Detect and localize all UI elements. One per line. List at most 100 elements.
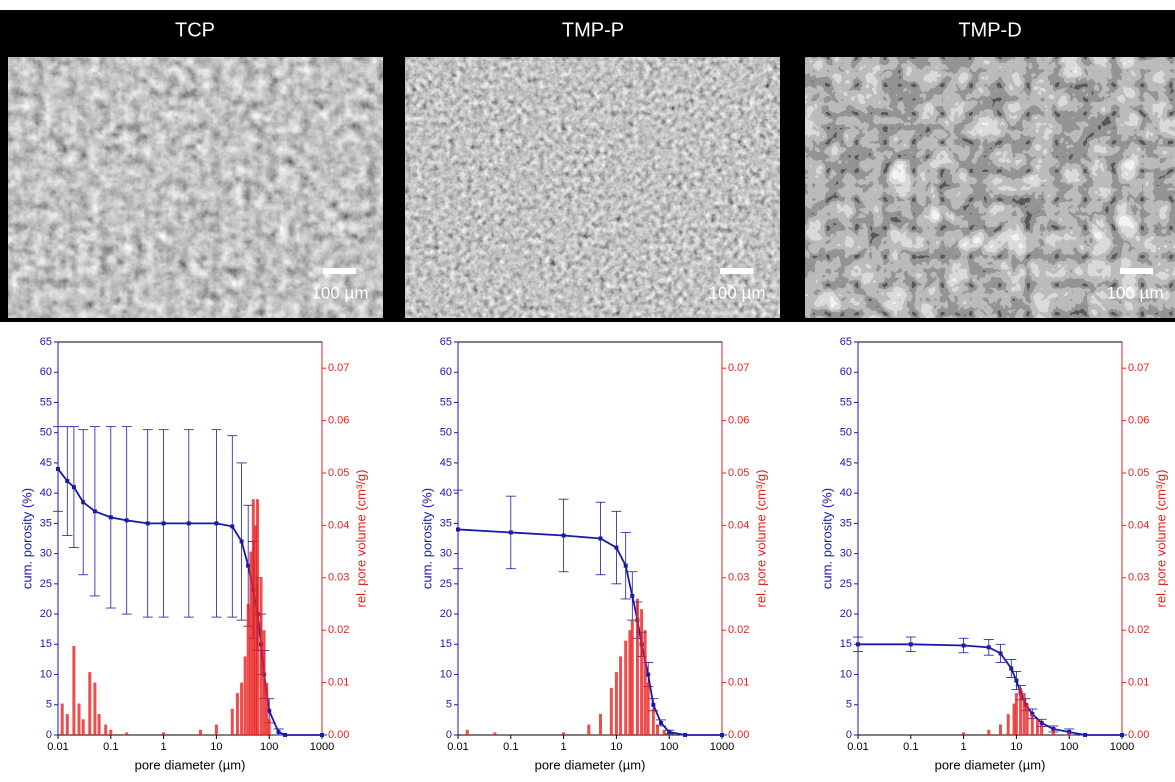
- bar: [214, 724, 218, 735]
- y2-tick-label: 0.02: [728, 624, 749, 636]
- y-tick-label: 35: [840, 517, 852, 529]
- y2-tick-label: 0.00: [328, 729, 349, 741]
- y-tick-label: 50: [440, 427, 452, 439]
- bar: [240, 682, 244, 735]
- y2-tick-label: 0.05: [328, 467, 349, 479]
- line: [57, 468, 322, 736]
- y2-tick-label: 0.05: [728, 467, 749, 479]
- panel-title: TMP-P: [562, 19, 624, 41]
- x-tick-label: 1: [961, 741, 967, 753]
- bar: [262, 630, 266, 735]
- y-tick-label: 15: [440, 638, 452, 650]
- bar: [493, 732, 497, 735]
- y-tick-label: 20: [40, 608, 52, 620]
- y2-tick-label: 0.05: [1128, 467, 1149, 479]
- y-tick-label: 55: [840, 396, 852, 408]
- y-axis-label: cum. porosity (%): [419, 488, 434, 589]
- y-axis-label: cum. porosity (%): [19, 488, 34, 589]
- bar: [125, 732, 129, 735]
- y2-tick-label: 0.03: [328, 572, 349, 584]
- bar: [251, 499, 255, 735]
- y-tick-label: 60: [40, 366, 52, 378]
- bar: [97, 714, 101, 735]
- y-tick-label: 55: [440, 396, 452, 408]
- panel-title: TCP: [175, 19, 215, 41]
- y2-tick-label: 0.06: [728, 415, 749, 427]
- bar: [1051, 729, 1055, 735]
- y-tick-label: 15: [40, 638, 52, 650]
- y-tick-label: 5: [46, 699, 52, 711]
- y2-axis-label: rel. pore volume (cm³/g): [353, 470, 368, 608]
- x-tick-label: 1000: [310, 741, 334, 753]
- panel-title: TMP-D: [958, 19, 1021, 41]
- y-tick-label: 25: [440, 578, 452, 590]
- x-tick-label: 100: [260, 741, 278, 753]
- x-tick-label: 0.01: [47, 741, 68, 753]
- y2-axis-label: rel. pore volume (cm³/g): [1153, 470, 1168, 608]
- y-tick-label: 40: [40, 487, 52, 499]
- y-tick-label: 45: [840, 457, 852, 469]
- bar: [1035, 719, 1039, 735]
- bar: [77, 703, 81, 735]
- bar: [249, 551, 253, 735]
- bar: [109, 729, 113, 735]
- y-tick-label: 65: [440, 336, 452, 348]
- bar: [987, 729, 991, 735]
- y-tick-label: 10: [440, 668, 452, 680]
- y2-tick-label: 0.04: [728, 519, 749, 531]
- x-tick-label: 1: [561, 741, 567, 753]
- bar: [104, 724, 108, 735]
- bar: [230, 708, 234, 735]
- plot-frame: [57, 341, 323, 736]
- y-tick-label: 40: [840, 487, 852, 499]
- bar: [662, 729, 666, 735]
- bar: [643, 630, 647, 735]
- x-axis-label: pore diameter (µm): [135, 757, 246, 772]
- x-axis-label: pore diameter (µm): [935, 757, 1046, 772]
- y-tick-label: 25: [840, 578, 852, 590]
- bar: [1040, 724, 1044, 735]
- bar: [243, 656, 247, 735]
- bar: [609, 687, 613, 735]
- y-tick-label: 15: [840, 638, 852, 650]
- y2-tick-label: 0.02: [1128, 624, 1149, 636]
- bar: [999, 724, 1003, 735]
- bar: [651, 708, 655, 735]
- bar: [199, 729, 203, 735]
- y2-tick-label: 0.04: [1128, 519, 1149, 531]
- y-tick-label: 30: [40, 548, 52, 560]
- bar: [255, 499, 259, 735]
- x-tick-label: 1000: [1110, 741, 1134, 753]
- plot-frame: [857, 341, 1123, 736]
- y2-tick-label: 0.03: [728, 572, 749, 584]
- scale-bar: [323, 268, 356, 274]
- y2-tick-label: 0.07: [728, 362, 749, 374]
- line: [858, 643, 1122, 736]
- x-tick-label: 10: [610, 741, 622, 753]
- x-tick-label: 0.01: [847, 741, 868, 753]
- scale-label: 100 µm: [311, 283, 368, 302]
- bar: [628, 630, 632, 735]
- x-tick-label: 100: [660, 741, 678, 753]
- y-tick-label: 10: [40, 668, 52, 680]
- bar: [1022, 693, 1026, 735]
- y2-tick-label: 0.07: [328, 362, 349, 374]
- x-tick-label: 100: [1060, 741, 1078, 753]
- y-tick-label: 45: [440, 457, 452, 469]
- y-tick-label: 5: [846, 699, 852, 711]
- scale-bar: [1120, 268, 1153, 274]
- y-tick-label: 0: [446, 729, 452, 741]
- y2-tick-label: 0.01: [728, 677, 749, 689]
- bar: [614, 672, 618, 735]
- bar: [655, 724, 659, 735]
- sem-image: [805, 57, 1175, 318]
- y-tick-label: 0: [46, 729, 52, 741]
- bar: [962, 732, 966, 735]
- y-tick-label: 60: [840, 366, 852, 378]
- bar: [562, 732, 566, 735]
- y-tick-label: 65: [40, 336, 52, 348]
- y-tick-label: 20: [840, 608, 852, 620]
- x-tick-label: 0.1: [903, 741, 918, 753]
- bar: [235, 693, 239, 735]
